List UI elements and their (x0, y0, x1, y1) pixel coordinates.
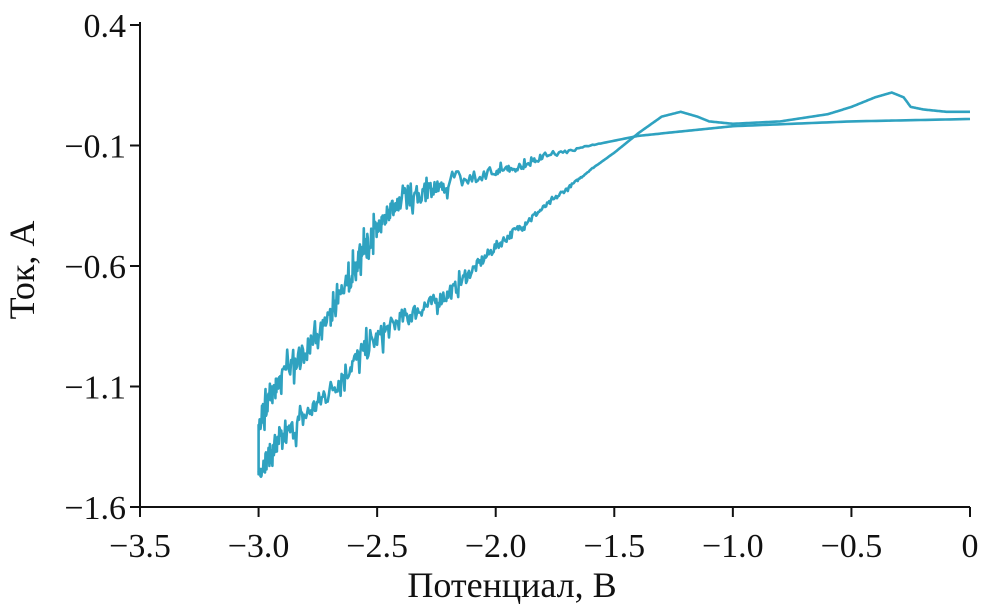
axes: −3.5 −3.0 −2.5 −2.0 −1.5 −1.0 −0.5 0 0.4 −0.1 −0.6… (64, 8, 978, 565)
y-axis-label: Ток, А (2, 221, 42, 320)
series-line-2 (259, 93, 970, 477)
y-tick-label: −0.1 (64, 129, 126, 166)
x-tick-label: −1.0 (702, 528, 764, 565)
cyclic-voltammogram-chart: −3.5 −3.0 −2.5 −2.0 −1.5 −1.0 −0.5 0 0.4 −0.1 −0.6… (0, 0, 982, 610)
y-tick-label: −0.6 (64, 249, 126, 286)
x-axis-label: Потенциал, В (407, 565, 616, 605)
series-line-1 (259, 119, 970, 474)
x-tick-label: 0 (962, 528, 979, 565)
x-tick-label: −3.5 (109, 528, 171, 565)
y-tick-label: 0.4 (84, 8, 127, 45)
x-tick-label: −3.0 (228, 528, 290, 565)
x-tick-label: −2.5 (346, 528, 408, 565)
series-group (259, 93, 970, 477)
y-tick-label: −1.1 (64, 370, 126, 407)
y-tick-label: −1.6 (64, 490, 126, 527)
x-tick-label: −0.5 (821, 528, 883, 565)
x-tick-label: −2.0 (465, 528, 527, 565)
x-tick-label: −1.5 (583, 528, 645, 565)
